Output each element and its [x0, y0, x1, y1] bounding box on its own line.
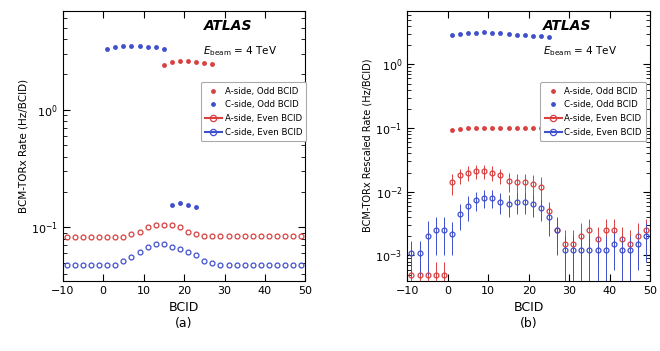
Text: (a): (a): [176, 317, 193, 330]
Legend: A-side, Odd BCID, C-side, Odd BCID, A-side, Even BCID, C-side, Even BCID: A-side, Odd BCID, C-side, Odd BCID, A-si…: [201, 82, 306, 141]
Legend: A-side, Odd BCID, C-side, Odd BCID, A-side, Even BCID, C-side, Even BCID: A-side, Odd BCID, C-side, Odd BCID, A-si…: [541, 82, 646, 141]
X-axis label: BCID: BCID: [169, 301, 199, 314]
Text: ATLAS: ATLAS: [543, 19, 592, 33]
Y-axis label: BCM-TORx Rescaled Rate (Hz/BCID): BCM-TORx Rescaled Rate (Hz/BCID): [363, 59, 373, 232]
Text: ATLAS: ATLAS: [203, 19, 252, 33]
X-axis label: BCID: BCID: [513, 301, 544, 314]
Text: $E_{\mathregular{beam}}$ = 4 TeV: $E_{\mathregular{beam}}$ = 4 TeV: [203, 44, 278, 58]
Text: (b): (b): [520, 317, 537, 330]
Y-axis label: BCM-TORx Rate (Hz/BCID): BCM-TORx Rate (Hz/BCID): [18, 79, 28, 213]
Text: $E_{\mathregular{beam}}$ = 4 TeV: $E_{\mathregular{beam}}$ = 4 TeV: [543, 44, 618, 58]
